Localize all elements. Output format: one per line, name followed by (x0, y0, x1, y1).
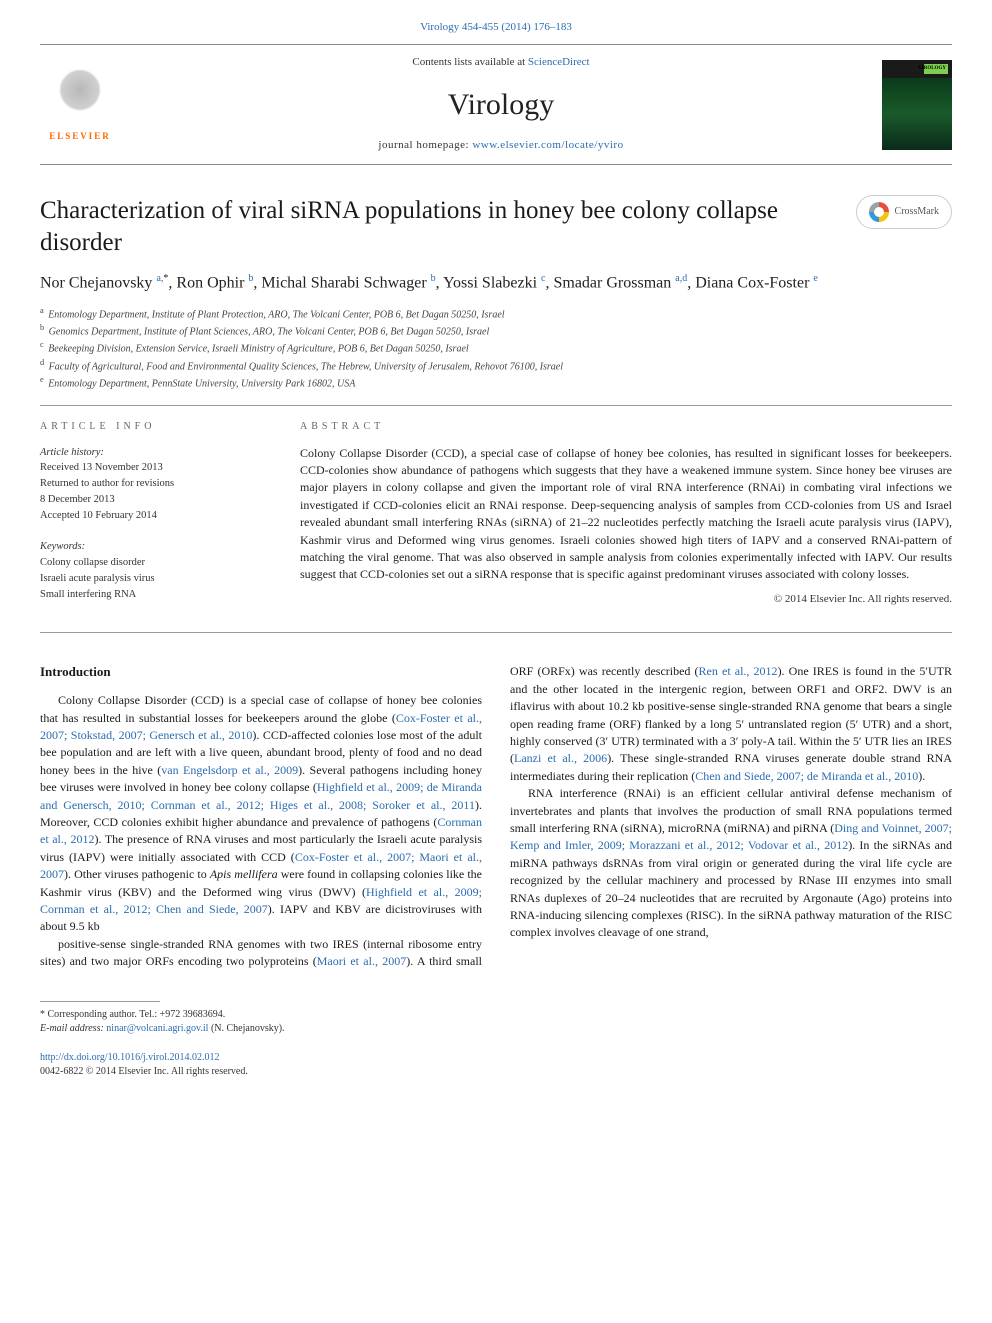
abstract-label: ABSTRACT (300, 420, 952, 435)
history-line: Returned to author for revisions (40, 478, 174, 489)
article-info-column: ARTICLE INFO Article history: Received 1… (40, 420, 270, 618)
abstract-text: Colony Collapse Disorder (CCD), a specia… (300, 445, 952, 584)
sciencedirect-link[interactable]: ScienceDirect (528, 56, 590, 68)
issn-line: 0042-6822 © 2014 Elsevier Inc. All right… (40, 1065, 952, 1080)
corresponding-author: * Corresponding author. Tel.: +972 39683… (40, 1008, 952, 1023)
journal-cover-thumb[interactable]: VIROLOGY (882, 60, 952, 150)
divider-top (40, 405, 952, 406)
elsevier-logo[interactable]: ELSEVIER (40, 60, 120, 150)
affiliation-line: c Beekeeping Division, Extension Service… (40, 339, 952, 356)
history-line: 8 December 2013 (40, 494, 115, 505)
affiliations: a Entomology Department, Institute of Pl… (40, 305, 952, 392)
header-citation-link[interactable]: Virology 454-455 (2014) 176–183 (420, 21, 572, 33)
history-line: Accepted 10 February 2014 (40, 510, 157, 521)
keywords-label: Keywords: (40, 541, 85, 552)
email-suffix: (N. Chejanovsky). (208, 1023, 284, 1034)
abstract-column: ABSTRACT Colony Collapse Disorder (CCD),… (300, 420, 952, 618)
homepage-link[interactable]: www.elsevier.com/locate/yviro (472, 139, 623, 151)
email-line: E-mail address: ninar@volcani.agri.gov.i… (40, 1022, 952, 1037)
contents-prefix: Contents lists available at (412, 56, 527, 68)
journal-header: ELSEVIER Contents lists available at Sci… (40, 44, 952, 165)
affiliation-line: d Faculty of Agricultural, Food and Envi… (40, 357, 952, 374)
footer-block: * Corresponding author. Tel.: +972 39683… (40, 1001, 952, 1080)
doi-link[interactable]: http://dx.doi.org/10.1016/j.virol.2014.0… (40, 1052, 220, 1063)
homepage-prefix: journal homepage: (378, 139, 472, 151)
history-label: Article history: (40, 447, 104, 458)
introduction-heading: Introduction (40, 663, 482, 682)
intro-para-3: RNA interference (RNAi) is an efficient … (510, 785, 952, 942)
keywords-block: Keywords: Colony collapse disorder Israel… (40, 539, 270, 602)
history-line: Received 13 November 2013 (40, 462, 163, 473)
authors-list: Nor Chejanovsky a,*, Ron Ophir b, Michal… (40, 272, 952, 295)
crossmark-icon (869, 202, 889, 222)
elsevier-label: ELSEVIER (49, 130, 111, 143)
article-info-label: ARTICLE INFO (40, 420, 270, 435)
email-link[interactable]: ninar@volcani.agri.gov.il (106, 1023, 208, 1034)
keyword: Colony collapse disorder (40, 557, 145, 568)
intro-para-1: Colony Collapse Disorder (CCD) is a spec… (40, 692, 482, 935)
affiliation-line: a Entomology Department, Institute of Pl… (40, 305, 952, 322)
contents-line: Contents lists available at ScienceDirec… (120, 55, 882, 71)
crossmark-badge[interactable]: CrossMark (856, 195, 952, 229)
divider-bottom (40, 632, 952, 633)
article-history: Article history: Received 13 November 20… (40, 445, 270, 524)
keyword: Israeli acute paralysis virus (40, 573, 155, 584)
article-title: Characterization of viral siRNA populati… (40, 195, 856, 258)
keyword: Small interfering RNA (40, 589, 136, 600)
footer-divider (40, 1001, 160, 1002)
cover-label: VIROLOGY (918, 65, 946, 72)
elsevier-tree-icon (50, 66, 110, 126)
crossmark-label: CrossMark (895, 205, 939, 220)
abstract-copyright: © 2014 Elsevier Inc. All rights reserved… (300, 592, 952, 608)
journal-name: Virology (120, 83, 882, 127)
email-label: E-mail address: (40, 1023, 106, 1034)
article-body: Introduction Colony Collapse Disorder (C… (40, 663, 952, 970)
header-citation: Virology 454-455 (2014) 176–183 (40, 20, 952, 36)
affiliation-line: e Entomology Department, PennState Unive… (40, 374, 952, 391)
affiliation-line: b Genomics Department, Institute of Plan… (40, 322, 952, 339)
homepage-line: journal homepage: www.elsevier.com/locat… (120, 138, 882, 154)
